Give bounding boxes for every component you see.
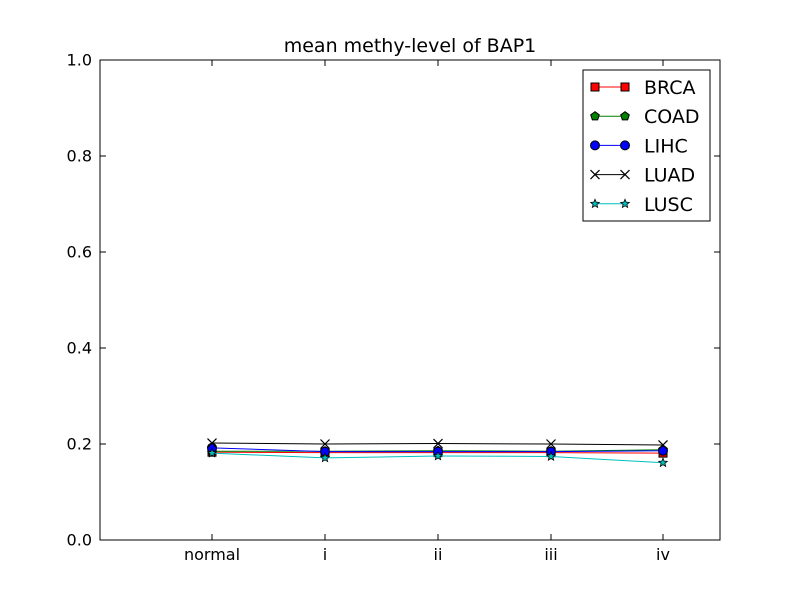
data-point-shape xyxy=(545,450,557,461)
legend: BRCA COAD LIHC LUAD LUSC xyxy=(582,69,711,222)
legend-marker xyxy=(620,140,630,151)
y-tick-label: 0.8 xyxy=(67,147,92,166)
plot-frame xyxy=(99,59,721,541)
data-point-shape xyxy=(432,450,444,461)
legend-marker-shape xyxy=(590,82,600,92)
data-point-shape xyxy=(206,447,218,458)
legend-marker-shape xyxy=(590,140,600,151)
legend-label: COAD xyxy=(644,106,700,128)
data-point-stroke-b xyxy=(658,440,668,450)
legend-marker xyxy=(589,198,601,209)
x-tick-label: i xyxy=(323,545,327,564)
legend-marker xyxy=(590,140,600,151)
y-tick-label: 0.0 xyxy=(67,531,92,550)
data-point-stroke-b xyxy=(433,438,443,449)
legend-marker xyxy=(590,111,600,121)
legend-label: LIHC xyxy=(644,135,688,157)
legend-marker-shape xyxy=(619,198,631,209)
legend-marker xyxy=(620,82,630,92)
legend-marker-shape xyxy=(620,82,630,92)
data-point xyxy=(432,450,444,461)
data-point xyxy=(207,438,217,448)
series-luad xyxy=(207,438,668,450)
data-point xyxy=(319,452,331,463)
y-tick-label: 0.6 xyxy=(67,243,92,262)
x-tick-label: ii xyxy=(434,545,443,564)
legend-label: BRCA xyxy=(644,77,696,99)
legend-marker-stroke-b xyxy=(620,169,630,180)
legend-marker-shape xyxy=(620,140,630,151)
legend-marker xyxy=(590,82,600,92)
legend-marker xyxy=(590,169,600,180)
data-point-stroke-b xyxy=(320,439,330,449)
legend-marker-shape xyxy=(620,111,630,121)
legend-item: LUSC xyxy=(589,194,693,216)
y-tick-label: 1.0 xyxy=(67,51,92,70)
data-point-stroke-b xyxy=(546,439,556,449)
data-point xyxy=(546,439,556,449)
legend-marker-shape xyxy=(589,198,601,209)
series-lusc xyxy=(206,447,669,468)
y-tick-label: 0.4 xyxy=(67,339,92,358)
legend-item: LUAD xyxy=(590,165,695,187)
legend-marker xyxy=(620,111,630,121)
data-point xyxy=(658,440,668,450)
legend-marker xyxy=(619,198,631,209)
y-tick-label: 0.2 xyxy=(67,435,92,454)
x-tick-label: iii xyxy=(544,545,557,564)
data-point xyxy=(320,439,330,449)
x-tick-label: normal xyxy=(184,545,240,564)
data-point xyxy=(657,457,669,468)
legend-label: LUAD xyxy=(644,165,695,187)
legend-item: COAD xyxy=(590,106,700,128)
data-point-shape xyxy=(319,452,331,463)
legend-item: LIHC xyxy=(590,135,688,157)
legend-label: LUSC xyxy=(644,194,693,216)
data-point-stroke-b xyxy=(207,438,217,448)
data-point xyxy=(206,447,218,458)
data-point-shape xyxy=(658,445,668,456)
chart-title: mean methy-level of BAP1 xyxy=(284,35,537,57)
legend-item: BRCA xyxy=(590,77,696,99)
legend-marker-shape xyxy=(590,111,600,121)
data-point xyxy=(433,438,443,449)
data-point-shape xyxy=(657,457,669,468)
x-tick-label: iv xyxy=(656,545,670,564)
legend-marker-stroke-b xyxy=(590,169,600,180)
legend-marker xyxy=(620,169,630,180)
data-point xyxy=(658,445,668,456)
data-point xyxy=(545,450,557,461)
